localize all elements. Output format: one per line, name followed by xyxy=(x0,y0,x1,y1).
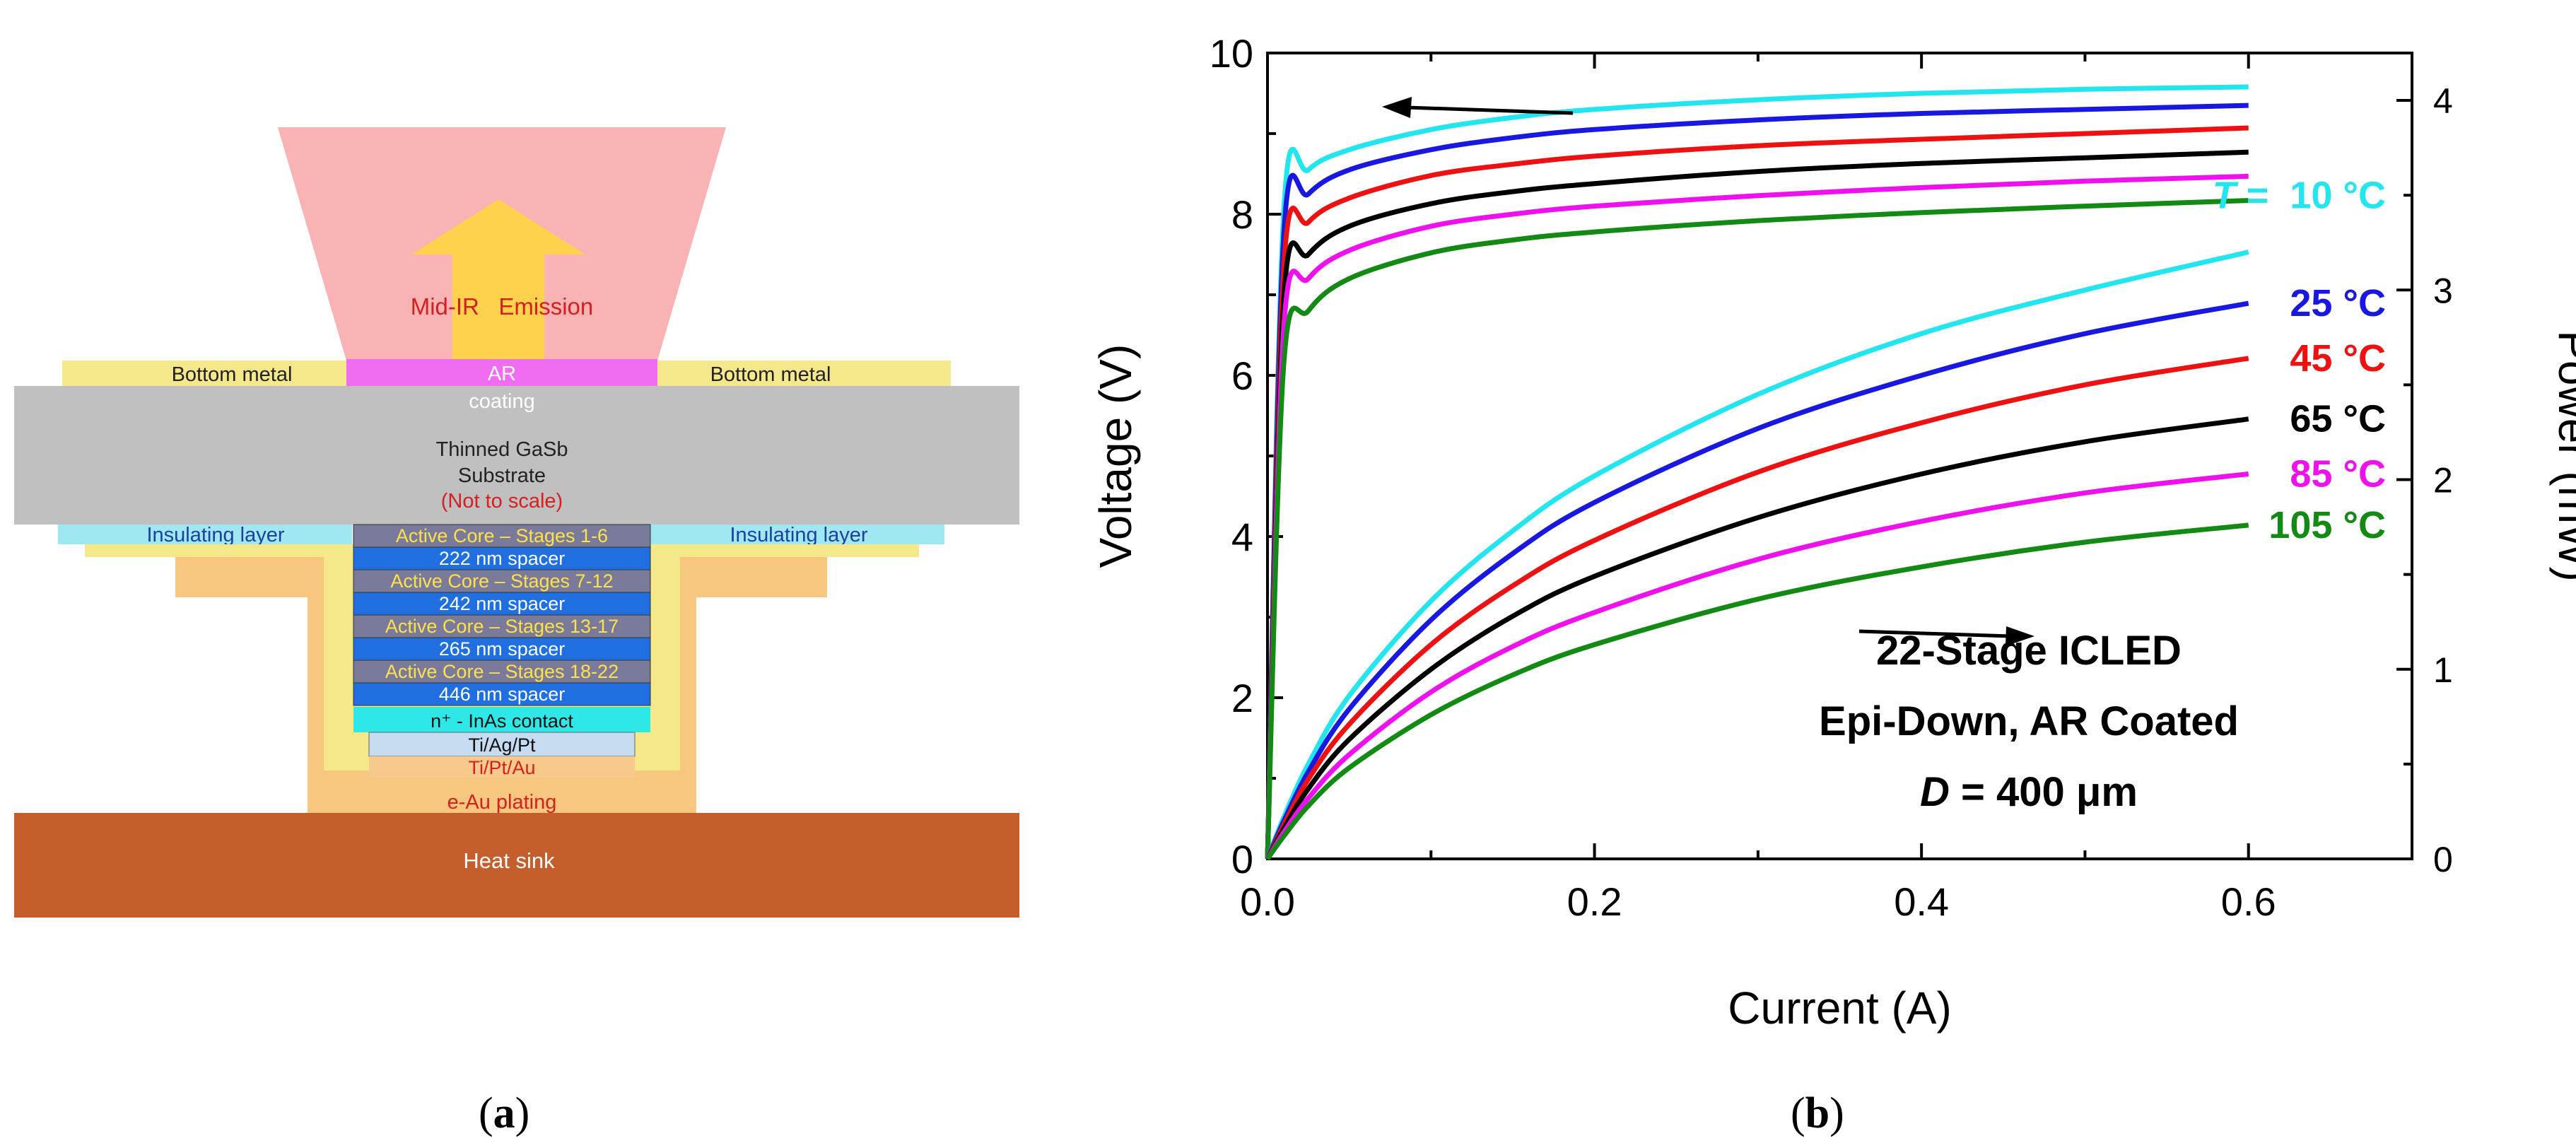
power-curve-3 xyxy=(1265,416,2249,860)
y-tick-label: 8 xyxy=(1231,192,1253,237)
stack-layer-label-5: 265 nm spacer xyxy=(439,638,566,660)
emission-label: Mid-IR Emission xyxy=(411,293,594,320)
stack-layer-5 xyxy=(353,637,651,661)
stack-layer-0 xyxy=(353,524,651,548)
temp-label-equals: = xyxy=(2236,175,2290,217)
power-curve-5 xyxy=(1265,522,2249,861)
temp-label-0: T = 10 °C xyxy=(2213,175,2386,217)
coating-label: coating xyxy=(469,390,535,413)
panel-label-b-close: ) xyxy=(1829,1089,1844,1137)
ar-coating xyxy=(346,359,657,389)
bottom-metal-right-label: Bottom metal xyxy=(710,363,831,386)
panel-label-b-letter: b xyxy=(1805,1089,1830,1137)
temp-label-4: 85 °C xyxy=(2290,452,2386,495)
tiptau-label: Ti/Pt/Au xyxy=(468,757,535,778)
y2-tick-label: 2 xyxy=(2433,461,2453,500)
temp-label-value: 10 °C xyxy=(2290,175,2386,217)
voltage-curve-5 xyxy=(1265,198,2249,860)
heat-sink xyxy=(14,813,1019,918)
stack-layer-label-2: Active Core – Stages 7-12 xyxy=(390,570,613,592)
x-tick-label: 0.2 xyxy=(1567,879,1622,924)
temp-label-3: 65 °C xyxy=(2290,398,2386,440)
substrate-label-2: Substrate xyxy=(458,464,546,487)
tiptau-layer xyxy=(369,756,635,778)
x-tick-label: 0.4 xyxy=(1894,879,1949,924)
caption-line-1: 22-Stage ICLED xyxy=(1876,628,2182,674)
x-axis-title: Current (A) xyxy=(1728,983,1952,1033)
panel-label-a-open: ( xyxy=(479,1089,493,1137)
y2-tick-label: 3 xyxy=(2433,271,2453,310)
y2-tick-label: 4 xyxy=(2433,81,2453,121)
insulating-left-label: Insulating layer xyxy=(146,524,284,546)
stack-layer-label-4: Active Core – Stages 13-17 xyxy=(385,616,619,637)
x-tick-label: 0.6 xyxy=(2221,879,2276,924)
stack-layer-label-7: 446 nm spacer xyxy=(439,684,566,705)
power-curve-4 xyxy=(1265,472,2249,860)
caption-d-value: = 400 μm xyxy=(1950,769,2138,815)
gasb-substrate xyxy=(14,386,1019,525)
power-curve-2 xyxy=(1265,356,2249,860)
device-schematic: Mid-IR Emission Bottom metal Bottom meta… xyxy=(14,127,1019,918)
stack-layer-7 xyxy=(353,682,651,706)
voltage-arrow-line xyxy=(1406,105,1574,115)
y2-tick-label: 1 xyxy=(2433,650,2453,690)
panel-label-a: (a) xyxy=(479,1089,529,1139)
power-arrow-line xyxy=(1858,629,2012,638)
stack-layer-label-6: Active Core – Stages 18-22 xyxy=(385,661,619,682)
power-curve-0 xyxy=(1265,250,2249,860)
temp-label-t: T xyxy=(2213,175,2239,217)
inas-contact xyxy=(353,707,650,732)
y2-axis-title: Power (mW) xyxy=(2549,330,2576,582)
tiagpt-label: Ti/Ag/Pt xyxy=(468,734,536,756)
panel-label-a-close: ) xyxy=(515,1089,530,1137)
caption-line-2: Epi-Down, AR Coated xyxy=(1819,698,2239,744)
panel-label-b: (b) xyxy=(1791,1089,1844,1139)
temp-label-1: 25 °C xyxy=(2290,282,2386,324)
metal-wrap-left-strip xyxy=(85,544,353,557)
stack-layer-6 xyxy=(353,660,651,684)
y2-tick-label: 0 xyxy=(2433,840,2453,879)
y-tick-label: 2 xyxy=(1231,676,1253,720)
y-tick-label: 4 xyxy=(1231,515,1253,559)
emission-arrow-icon xyxy=(411,199,585,361)
stack-layer-label-0: Active Core – Stages 1-6 xyxy=(396,525,608,546)
voltage-arrow-icon xyxy=(1382,97,1412,118)
insulating-right-label: Insulating layer xyxy=(730,524,867,546)
inas-contact-label: n⁺ - InAs contact xyxy=(431,710,573,732)
y-tick-label: 0 xyxy=(1231,837,1253,882)
temp-label-2: 45 °C xyxy=(2290,337,2386,380)
y-tick-label: 6 xyxy=(1231,353,1253,398)
insulating-layer-right xyxy=(650,525,944,544)
stack-layer-label-1: 222 nm spacer xyxy=(439,548,566,569)
caption-d: D xyxy=(1920,769,1950,815)
power-arrow-icon xyxy=(2006,626,2035,646)
bottom-metal-right xyxy=(657,361,951,386)
substrate-label-1: Thinned GaSb xyxy=(435,438,568,461)
substrate-note: (Not to scale) xyxy=(441,490,563,512)
caption-line-3: D = 400 μm xyxy=(1920,769,2138,815)
voltage-curve-2 xyxy=(1265,125,2249,860)
x-tick-label: 0.0 xyxy=(1240,879,1295,924)
bottom-metal-left-label: Bottom metal xyxy=(172,363,293,386)
panel-label-a-letter: a xyxy=(493,1089,515,1137)
ar-label: AR xyxy=(488,363,516,385)
power-curve-1 xyxy=(1265,300,2249,860)
y-axis-title: Voltage (V) xyxy=(1090,344,1141,568)
tiagpt-layer xyxy=(368,732,636,757)
temp-label-5: 105 °C xyxy=(2268,504,2386,546)
panel-label-b-open: ( xyxy=(1791,1089,1805,1137)
voltage-curve-4 xyxy=(1265,173,2249,860)
stack-layer-4 xyxy=(353,614,651,638)
stack-layer-label-3: 242 nm spacer xyxy=(439,593,566,614)
plating-label: e-Au plating xyxy=(447,791,557,814)
stack-layer-1 xyxy=(353,546,651,570)
insulating-layer-left xyxy=(58,525,352,544)
y-tick-label: 10 xyxy=(1210,31,1253,76)
bottom-metal-left xyxy=(62,361,346,386)
heat-sink-label: Heat sink xyxy=(463,848,555,873)
metal-wrap-right-strip xyxy=(650,544,919,557)
